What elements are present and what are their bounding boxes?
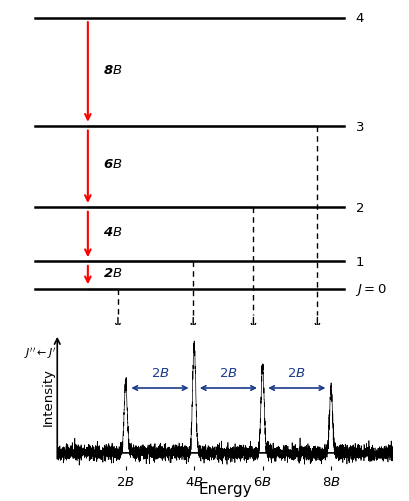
Text: $2B$: $2B$ [219,367,238,380]
Text: $2B$: $2B$ [151,367,169,380]
Text: $2$: $2$ [355,201,364,214]
Text: $J = 0$: $J = 0$ [355,281,387,297]
Text: $1$: $1$ [355,256,364,269]
Y-axis label: Intensity: Intensity [41,367,54,425]
Text: $2B$: $2B$ [288,367,306,380]
Text: 6$B$: 6$B$ [103,158,122,171]
Text: 4$B$: 4$B$ [103,225,122,238]
Text: $J''\leftarrow J' = 0\leftarrow 1$: $J''\leftarrow J' = 0\leftarrow 1$ [24,346,97,361]
Text: 8$B$: 8$B$ [103,64,122,76]
Text: $2\leftarrow 3$: $2\leftarrow 3$ [223,346,252,358]
Text: $1\leftarrow 2$: $1\leftarrow 2$ [155,346,184,358]
Text: $3$: $3$ [355,120,364,133]
Text: $4$: $4$ [355,12,365,25]
Text: Energy: Energy [198,481,252,496]
Text: 2$B$: 2$B$ [103,266,122,279]
Text: $3\leftarrow 4$: $3\leftarrow 4$ [287,346,317,358]
